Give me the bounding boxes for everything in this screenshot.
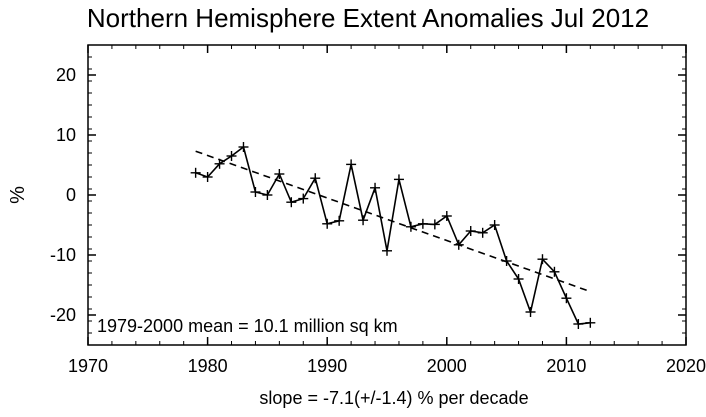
- data-point: [393, 174, 404, 185]
- data-point: [477, 227, 488, 238]
- anomaly-series-line: [195, 145, 591, 325]
- data-point: [513, 274, 524, 284]
- x-tick-label: 2020: [666, 356, 706, 376]
- data-point: [405, 221, 416, 232]
- y-axis-label: %: [7, 186, 29, 204]
- y-tick-label: 10: [56, 125, 76, 145]
- data-point: [465, 226, 476, 236]
- x-tick-label: 1970: [68, 356, 108, 376]
- data-point: [286, 197, 297, 208]
- chart-title: Northern Hemisphere Extent Anomalies Jul…: [87, 3, 649, 33]
- data-point: [358, 215, 369, 226]
- y-tick-label: 20: [56, 65, 76, 85]
- y-axis: -20 -10 0 10 20: [50, 44, 686, 346]
- data-point: [382, 245, 392, 256]
- data-point: [441, 211, 452, 221]
- plot-frame: [87, 44, 687, 346]
- data-point: [585, 317, 596, 328]
- x-tick-label: 2010: [546, 356, 586, 376]
- data-point: [370, 182, 381, 193]
- data-point: [238, 142, 249, 152]
- data-point: [226, 151, 237, 161]
- data-point: [310, 173, 321, 184]
- y-tick-label: -10: [50, 245, 76, 265]
- data-point: [453, 239, 464, 250]
- trend-line: [195, 150, 591, 293]
- anomaly-markers: [190, 142, 596, 329]
- data-point: [298, 193, 309, 204]
- data-point: [322, 218, 333, 229]
- x-tick-label: 1990: [307, 356, 347, 376]
- data-point: [501, 256, 512, 266]
- x-tick-label: 2000: [427, 356, 467, 376]
- data-point: [489, 220, 500, 230]
- data-point: [202, 172, 213, 182]
- y-tick-label: -20: [50, 305, 76, 325]
- data-point: [525, 307, 536, 317]
- data-point: [573, 319, 584, 329]
- x-tick-label: 1980: [188, 356, 228, 376]
- data-point: [334, 215, 345, 226]
- slope-caption: slope = -7.1(+/-1.4) % per decade: [259, 388, 528, 408]
- data-point: [190, 167, 201, 178]
- data-point: [537, 254, 548, 265]
- data-point: [561, 293, 572, 304]
- mean-annotation: 1979-2000 mean = 10.1 million sq km: [97, 316, 398, 336]
- y-tick-label: 0: [66, 185, 76, 205]
- x-axis: 1970 1980 1990 2000 2010 2020: [68, 45, 706, 376]
- data-point: [274, 169, 285, 179]
- data-point: [346, 159, 357, 170]
- data-point: [429, 219, 440, 230]
- data-point: [250, 187, 261, 197]
- data-point: [417, 218, 428, 229]
- data-point: [549, 266, 560, 277]
- data-point: [262, 190, 273, 200]
- data-point: [214, 158, 225, 169]
